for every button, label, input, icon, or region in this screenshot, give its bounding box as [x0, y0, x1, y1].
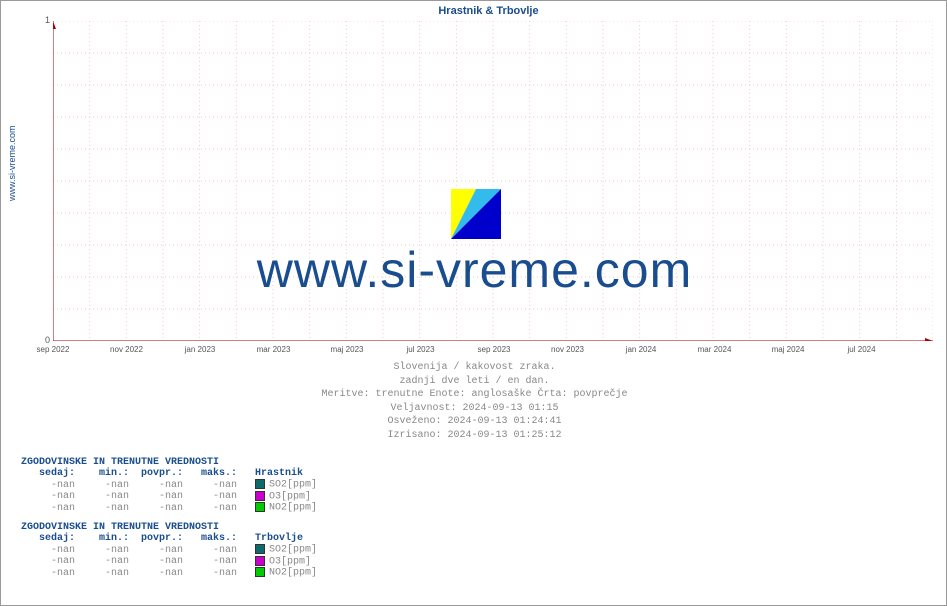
series-swatch: [255, 567, 265, 577]
table-header-row: sedaj:min.:povpr.:maks.: Hrastnik: [21, 468, 317, 479]
table-row: -nan-nan-nan-nan O3[ppm]: [21, 556, 317, 568]
watermark-icon: [451, 189, 501, 239]
xtick-label: nov 2023: [551, 345, 584, 354]
xtick-label: mar 2023: [257, 345, 291, 354]
series-swatch: [255, 491, 265, 501]
xtick-label: jul 2023: [407, 345, 435, 354]
series-swatch: [255, 479, 265, 489]
chart-container: Hrastnik & Trbovlje 01sep 2022nov 2022ja…: [41, 5, 936, 365]
series-swatch: [255, 556, 265, 566]
table-row: -nan-nan-nan-nan NO2[ppm]: [21, 502, 317, 514]
chart-plot: [53, 21, 933, 341]
table-title: ZGODOVINSKE IN TRENUTNE VREDNOSTI: [21, 457, 317, 468]
plot-wrapper: 01sep 2022nov 2022jan 2023mar 2023maj 20…: [41, 21, 936, 341]
ytick-label: 0: [40, 335, 50, 345]
xtick-label: jan 2024: [626, 345, 657, 354]
table-row: -nan-nan-nan-nan SO2[ppm]: [21, 544, 317, 556]
table-row: -nan-nan-nan-nan SO2[ppm]: [21, 479, 317, 491]
xtick-label: maj 2023: [331, 345, 364, 354]
table-header-row: sedaj:min.:povpr.:maks.: Trbovlje: [21, 533, 317, 544]
caption-line-6: Izrisano: 2024-09-13 01:25:12: [1, 429, 947, 443]
data-tables: ZGODOVINSKE IN TRENUTNE VREDNOSTIsedaj:m…: [21, 449, 317, 579]
xtick-label: jan 2023: [185, 345, 216, 354]
side-website-label: www.si-vreme.com: [7, 125, 17, 201]
caption-line-5: Osveženo: 2024-09-13 01:24:41: [1, 415, 947, 429]
ytick-label: 1: [40, 15, 50, 25]
chart-title: Hrastnik & Trbovlje: [41, 5, 936, 17]
series-swatch: [255, 502, 265, 512]
table-row: -nan-nan-nan-nan O3[ppm]: [21, 491, 317, 503]
caption-line-3: Meritve: trenutne Enote: anglosaške Črta…: [1, 388, 947, 402]
xtick-label: sep 2023: [478, 345, 511, 354]
caption-line-2: zadnji dve leti / en dan.: [1, 375, 947, 389]
series-swatch: [255, 544, 265, 554]
xtick-label: mar 2024: [698, 345, 732, 354]
xtick-label: maj 2024: [772, 345, 805, 354]
caption-line-4: Veljavnost: 2024-09-13 01:15: [1, 402, 947, 416]
caption-line-1: Slovenija / kakovost zraka.: [1, 361, 947, 375]
xtick-label: sep 2022: [37, 345, 70, 354]
table-title: ZGODOVINSKE IN TRENUTNE VREDNOSTI: [21, 522, 317, 533]
caption-block: Slovenija / kakovost zraka. zadnji dve l…: [1, 361, 947, 442]
xtick-label: jul 2024: [848, 345, 876, 354]
xtick-label: nov 2022: [110, 345, 143, 354]
table-row: -nan-nan-nan-nan NO2[ppm]: [21, 567, 317, 579]
